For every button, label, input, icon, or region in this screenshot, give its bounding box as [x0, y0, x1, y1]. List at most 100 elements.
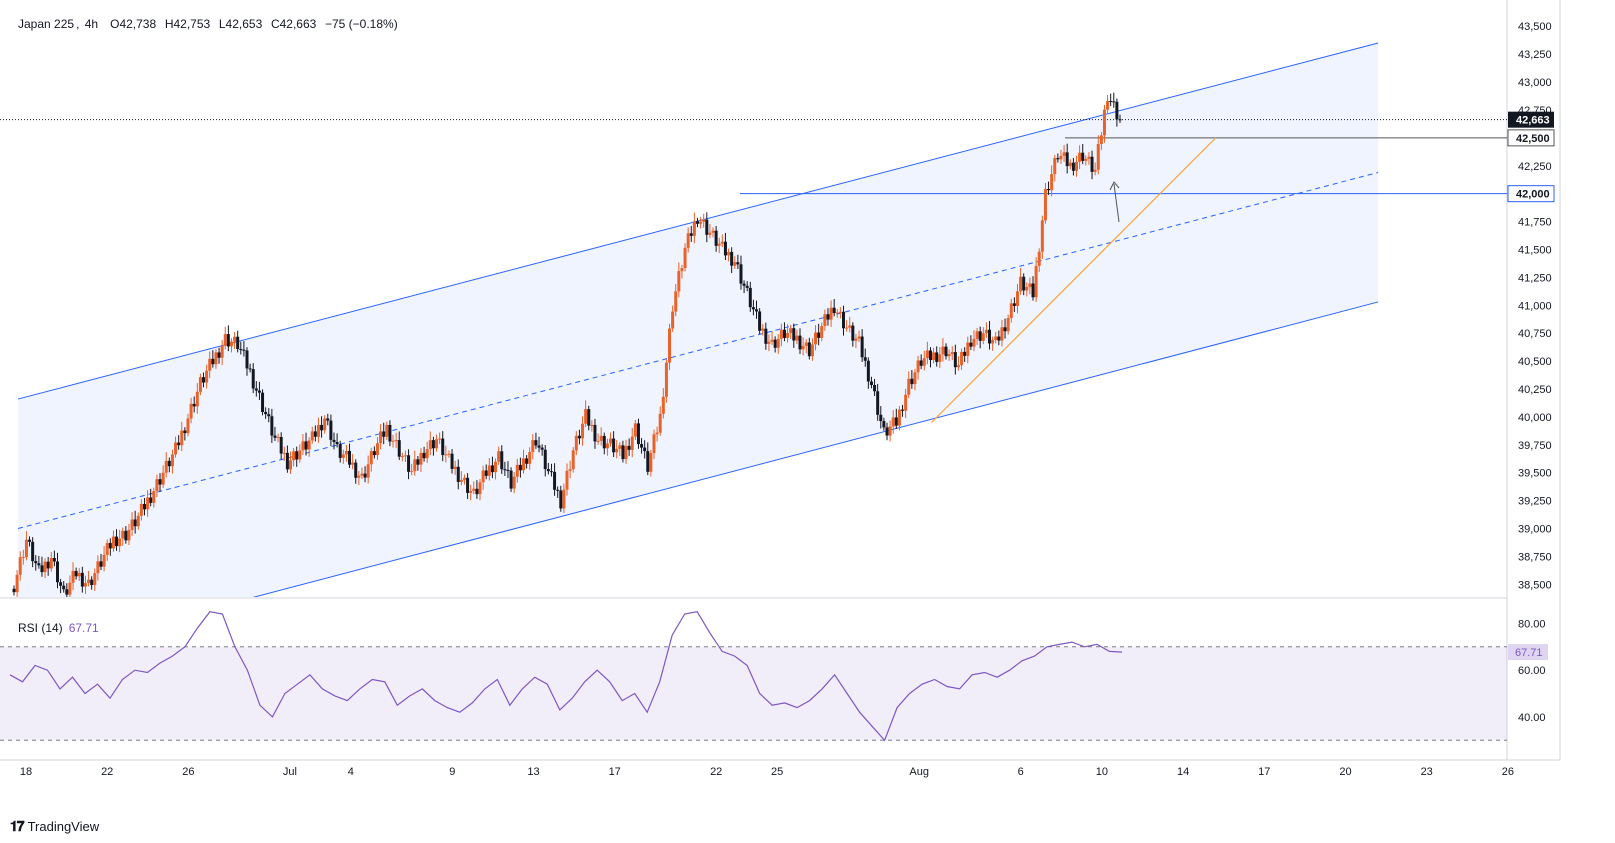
candle-body	[919, 360, 923, 366]
candle-body	[441, 438, 445, 456]
candle-body	[590, 424, 594, 426]
candle-body	[226, 334, 230, 347]
candle-body	[658, 413, 662, 433]
candle-body	[553, 471, 557, 490]
candle-body	[907, 378, 911, 395]
candle-body	[326, 418, 330, 421]
candle-body	[295, 451, 299, 460]
candle-body	[938, 354, 942, 362]
candle-body	[798, 335, 802, 350]
candle-body	[254, 388, 258, 391]
candle-body	[571, 450, 575, 470]
candle-body	[388, 424, 392, 442]
candle-body	[876, 391, 880, 415]
price-tick-label: 43,250	[1518, 49, 1552, 61]
candle-body	[438, 438, 442, 440]
candle-body	[34, 561, 38, 564]
candle-body	[854, 338, 858, 341]
candle-body	[456, 466, 460, 482]
candle-body	[615, 448, 619, 453]
candle-body	[310, 431, 314, 441]
rsi-pane: 80.00 60.00 40.00 67.71	[0, 611, 1548, 742]
candle-body	[866, 360, 870, 382]
rsi-value-badge	[1508, 644, 1548, 661]
candle-body	[1090, 156, 1094, 172]
candle-body	[925, 350, 929, 359]
candle-body	[270, 416, 274, 436]
candle-body	[366, 464, 370, 478]
tradingview-brand[interactable]: 𝟏𝟕 TradingView	[10, 818, 99, 835]
candle-body	[873, 384, 877, 392]
candle-body	[633, 423, 637, 437]
candle-body	[121, 530, 125, 539]
candle-body	[677, 271, 681, 292]
candle-body	[416, 459, 420, 465]
candle-body	[932, 352, 936, 361]
level-badge-label: 42,500	[1516, 133, 1550, 145]
candle-body	[944, 346, 948, 357]
annotation-arrow-head	[1109, 181, 1120, 191]
candle-body	[407, 455, 411, 472]
candle-body	[727, 251, 731, 256]
candle-body	[857, 336, 861, 339]
candle-body	[348, 450, 352, 465]
candle-body	[537, 445, 541, 448]
candle-body	[205, 370, 209, 383]
candle-body	[922, 358, 926, 366]
candle-body	[786, 333, 790, 338]
candle-body	[1059, 155, 1063, 160]
candle-body	[695, 221, 699, 224]
candle-body	[435, 439, 439, 449]
candle-body	[127, 529, 131, 541]
candle-body	[478, 482, 482, 495]
time-tick-label: 4	[348, 766, 354, 778]
candle-body	[375, 443, 379, 456]
low-value: L42,653	[218, 17, 263, 31]
candle-body	[323, 418, 327, 431]
candle-body	[531, 440, 535, 452]
candle-body	[1078, 152, 1082, 162]
candle-body	[730, 251, 734, 266]
candle-body	[462, 477, 466, 480]
price-tick-label: 43,500	[1518, 21, 1552, 33]
candle-body	[621, 445, 625, 460]
candle-body	[344, 450, 348, 455]
candle-body	[158, 479, 162, 485]
candle-body	[742, 283, 746, 286]
candle-body	[975, 331, 979, 339]
high-value: H42,753	[164, 17, 211, 31]
candle-body	[289, 460, 292, 470]
candle-body	[379, 431, 383, 444]
candle-body	[130, 519, 134, 530]
candle-body	[1075, 161, 1079, 171]
candle-body	[1000, 327, 1004, 341]
candle-body	[413, 459, 417, 472]
candle-body	[733, 262, 737, 266]
price-tick-label: 40,000	[1518, 412, 1552, 424]
candle-body	[751, 307, 755, 310]
candle-body	[807, 342, 811, 357]
candle-body	[1068, 162, 1072, 167]
rsi-tick-label: 40.00	[1518, 712, 1546, 724]
price-tick-label: 43,000	[1518, 77, 1552, 89]
candle-body	[804, 342, 808, 346]
candle-body	[43, 561, 47, 573]
candle-body	[1031, 283, 1035, 298]
candle-body	[702, 219, 706, 222]
candle-body	[1025, 286, 1029, 291]
time-tick-label: 13	[527, 766, 539, 778]
candle-body	[180, 430, 184, 446]
candle-body	[897, 409, 901, 426]
candle-body	[584, 409, 588, 424]
time-tick-label: 22	[101, 766, 113, 778]
candle-body	[65, 589, 69, 595]
candle-body	[512, 476, 516, 489]
price-tick-label: 41,000	[1518, 300, 1552, 312]
candle-body	[764, 328, 768, 344]
candle-body	[484, 470, 488, 476]
candle-body	[661, 396, 665, 414]
candle-body	[991, 340, 995, 344]
candle-body	[928, 350, 932, 361]
candle-body	[487, 465, 491, 476]
